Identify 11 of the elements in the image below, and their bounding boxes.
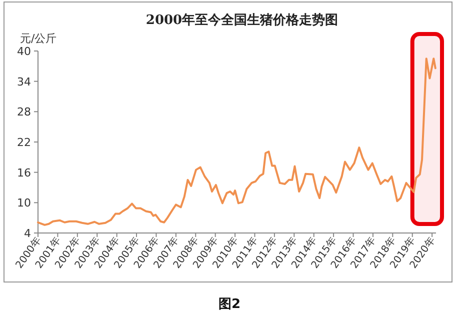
y-axis-title: 元/公斤 — [20, 32, 57, 45]
y-tick-label: 16 — [17, 166, 31, 180]
y-tick-label: 34 — [17, 75, 31, 88]
caption: 图2 — [218, 297, 241, 312]
line-series — [37, 58, 436, 226]
y-tick-label: 40 — [17, 45, 31, 58]
y-tick-label: 10 — [17, 196, 31, 210]
chart-title: 2000年至今全国生猪价格走势图 — [146, 12, 338, 28]
y-tick-label: 22 — [17, 136, 31, 149]
y-tick-label: 28 — [17, 106, 31, 119]
y-tick-label: 4 — [24, 227, 31, 240]
